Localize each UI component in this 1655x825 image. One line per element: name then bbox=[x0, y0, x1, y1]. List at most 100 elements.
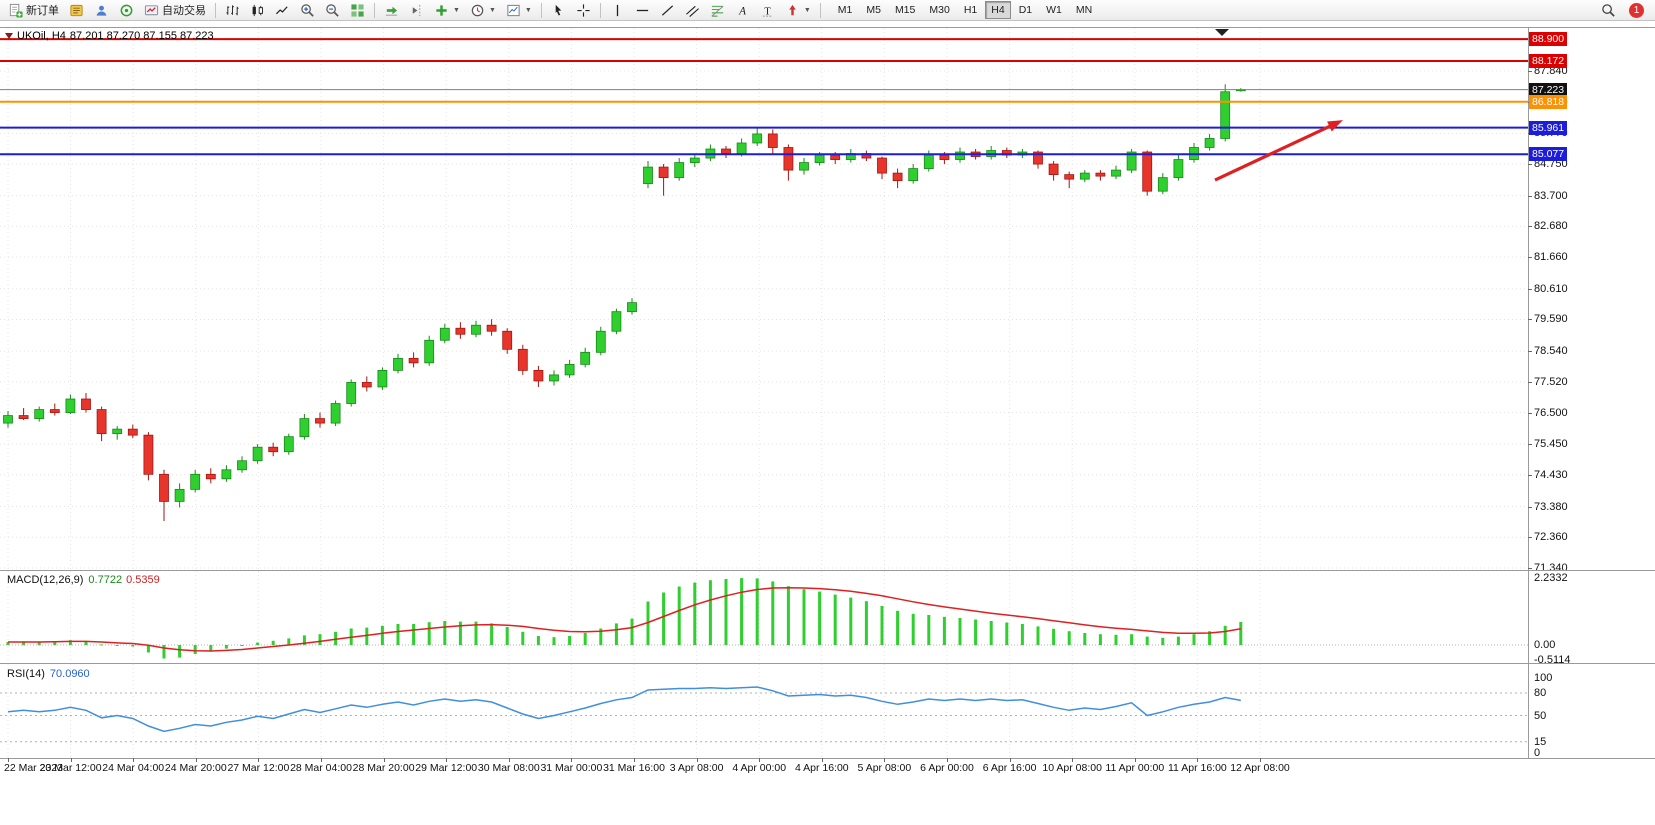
timeframe-H1[interactable]: H1 bbox=[963, 4, 978, 16]
macd-histogram-bar bbox=[927, 615, 931, 645]
timeframe-M15[interactable]: M15 bbox=[894, 4, 916, 16]
timeframe-M30[interactable]: M30 bbox=[929, 4, 950, 16]
timeframe-W1[interactable]: W1 bbox=[1046, 4, 1062, 16]
rsi-value: 70.0960 bbox=[49, 668, 90, 680]
candle-body bbox=[205, 473, 216, 480]
time-tick-mark bbox=[634, 758, 635, 762]
price-tick-label: 76.500 bbox=[1534, 406, 1568, 419]
zoom-in-button[interactable] bbox=[296, 0, 319, 21]
macd-histogram-bar bbox=[380, 625, 384, 645]
macd-histogram-bar bbox=[193, 645, 197, 654]
rsi-panel-separator[interactable] bbox=[0, 663, 1655, 664]
auto-scroll-icon bbox=[384, 3, 399, 18]
candle-body bbox=[1064, 174, 1075, 180]
price-tick-label: 77.520 bbox=[1534, 375, 1568, 388]
crosshair-button[interactable] bbox=[572, 0, 595, 21]
price-tick-mark bbox=[1528, 567, 1532, 569]
accounts-button[interactable] bbox=[90, 0, 113, 21]
macd-scale-label: 2.2332 bbox=[1534, 572, 1568, 584]
candle-body bbox=[112, 428, 123, 435]
time-axis-label: 4 Apr 16:00 bbox=[794, 762, 849, 774]
navigator-button[interactable] bbox=[115, 0, 138, 21]
chart-shift-button[interactable] bbox=[405, 0, 428, 21]
rsi-indicator-panel[interactable] bbox=[0, 664, 1528, 758]
price-tick-mark bbox=[1528, 288, 1532, 290]
auto-scroll-button[interactable] bbox=[380, 0, 403, 21]
macd-histogram-bar bbox=[22, 641, 26, 645]
candle-body bbox=[1126, 151, 1137, 171]
timeframe-MN[interactable]: MN bbox=[1075, 4, 1093, 16]
text-button[interactable]: A bbox=[731, 0, 754, 21]
new-order-button[interactable]: 新订单 bbox=[4, 0, 63, 21]
new-order-label: 新订单 bbox=[26, 5, 59, 17]
chevron-down-icon: ▼ bbox=[488, 6, 496, 14]
time-axis-label: 22 Mar 2023 bbox=[4, 762, 63, 774]
chart-top-border bbox=[0, 27, 1655, 28]
chevron-down-icon: ▼ bbox=[803, 6, 811, 14]
macd-histogram-bar bbox=[755, 578, 759, 645]
candle-body bbox=[315, 418, 325, 424]
price-tick-mark bbox=[1528, 381, 1532, 383]
channel-button[interactable] bbox=[681, 0, 704, 21]
macd-scale-label: 0.00 bbox=[1534, 639, 1556, 651]
macd-panel-separator[interactable] bbox=[0, 570, 1655, 571]
trend-arrow-line bbox=[1214, 122, 1335, 182]
candle-body bbox=[892, 172, 903, 182]
auto-trading-button[interactable]: 自动交易 bbox=[140, 0, 210, 21]
rsi-scale-label: 0 bbox=[1534, 747, 1541, 759]
timeframe-H4[interactable]: H4 bbox=[985, 1, 1011, 19]
zoom-out-icon bbox=[325, 3, 340, 18]
time-axis-label: 12 Apr 08:00 bbox=[1230, 762, 1290, 774]
main-price-chart[interactable] bbox=[0, 28, 1528, 570]
time-axis-label: 3 Apr 08:00 bbox=[669, 762, 724, 774]
text-label-button[interactable]: T bbox=[756, 0, 779, 21]
templates-button[interactable]: ▼ bbox=[502, 0, 536, 21]
macd-histogram-bar bbox=[240, 645, 244, 646]
macd-histogram-bar bbox=[1036, 626, 1040, 645]
clock-icon bbox=[470, 3, 485, 18]
time-tick-mark bbox=[571, 758, 573, 762]
line-chart-button[interactable] bbox=[271, 0, 294, 21]
fibonacci-button[interactable] bbox=[706, 0, 729, 21]
timeframe-M5[interactable]: M5 bbox=[866, 4, 881, 16]
macd-histogram-bar bbox=[6, 642, 10, 645]
search-button[interactable] bbox=[1597, 0, 1620, 21]
macd-label: MACD(12,26,9) 0.7722 0.5359 bbox=[7, 574, 160, 586]
arrows-tool-button[interactable]: ▼ bbox=[781, 0, 815, 21]
timeframe-M1[interactable]: M1 bbox=[837, 4, 853, 16]
tile-windows-button[interactable] bbox=[346, 0, 369, 21]
macd-histogram-bar bbox=[1208, 631, 1212, 645]
macd-histogram-bar bbox=[474, 621, 478, 645]
zoom-out-button[interactable] bbox=[321, 0, 344, 21]
notifications-badge[interactable]: 1 bbox=[1629, 2, 1644, 18]
candle-body bbox=[330, 403, 341, 424]
macd-histogram-bar bbox=[833, 594, 837, 645]
bar-chart-button[interactable] bbox=[221, 0, 244, 21]
indicators-add-icon bbox=[434, 3, 449, 18]
navigator-icon bbox=[119, 3, 134, 18]
candle-body bbox=[611, 311, 622, 332]
candle-body bbox=[955, 151, 965, 160]
cursor-button[interactable] bbox=[547, 0, 570, 21]
candle-body bbox=[252, 446, 263, 462]
timeframe-D1[interactable]: D1 bbox=[1018, 4, 1033, 16]
metaeditor-button[interactable] bbox=[65, 0, 88, 21]
horizontal-line-button[interactable] bbox=[631, 0, 654, 21]
macd-histogram-bar bbox=[302, 635, 306, 645]
candle-body bbox=[533, 369, 544, 382]
candle-body bbox=[814, 154, 825, 163]
price-tick-label: 82.680 bbox=[1534, 220, 1568, 233]
periods-button[interactable]: ▼ bbox=[466, 0, 500, 21]
vertical-line-icon bbox=[610, 3, 625, 18]
macd-histogram-bar bbox=[1161, 637, 1165, 645]
indicators-button[interactable]: ▼ bbox=[430, 0, 464, 21]
macd-signal-line bbox=[8, 586, 1241, 652]
price-tick-label: 78.540 bbox=[1534, 345, 1568, 358]
timeframe-buttons: M1 M5 M15 M30 H1 H4 D1 W1 MN bbox=[831, 1, 1099, 19]
vertical-line-button[interactable] bbox=[606, 0, 629, 21]
candle-body bbox=[517, 348, 528, 371]
macd-indicator-panel[interactable] bbox=[0, 571, 1528, 663]
time-axis-label: 28 Mar 20:00 bbox=[352, 762, 415, 774]
trendline-button[interactable] bbox=[656, 0, 679, 21]
candlestick-chart-button[interactable] bbox=[246, 0, 269, 21]
